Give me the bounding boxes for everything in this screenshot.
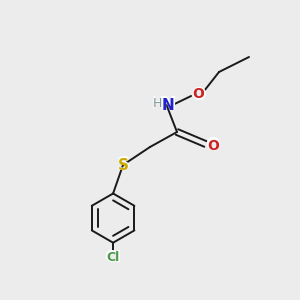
Text: S: S <box>118 158 128 172</box>
Text: N: N <box>162 98 174 112</box>
Text: O: O <box>192 88 204 101</box>
Text: H: H <box>152 96 164 111</box>
Text: Cl: Cl <box>106 251 120 264</box>
Text: Cl: Cl <box>104 250 122 265</box>
Text: H: H <box>153 97 162 110</box>
Text: O: O <box>190 85 206 103</box>
Text: O: O <box>207 139 219 152</box>
Text: S: S <box>116 155 130 175</box>
Text: N: N <box>160 95 176 115</box>
Text: O: O <box>206 136 220 154</box>
